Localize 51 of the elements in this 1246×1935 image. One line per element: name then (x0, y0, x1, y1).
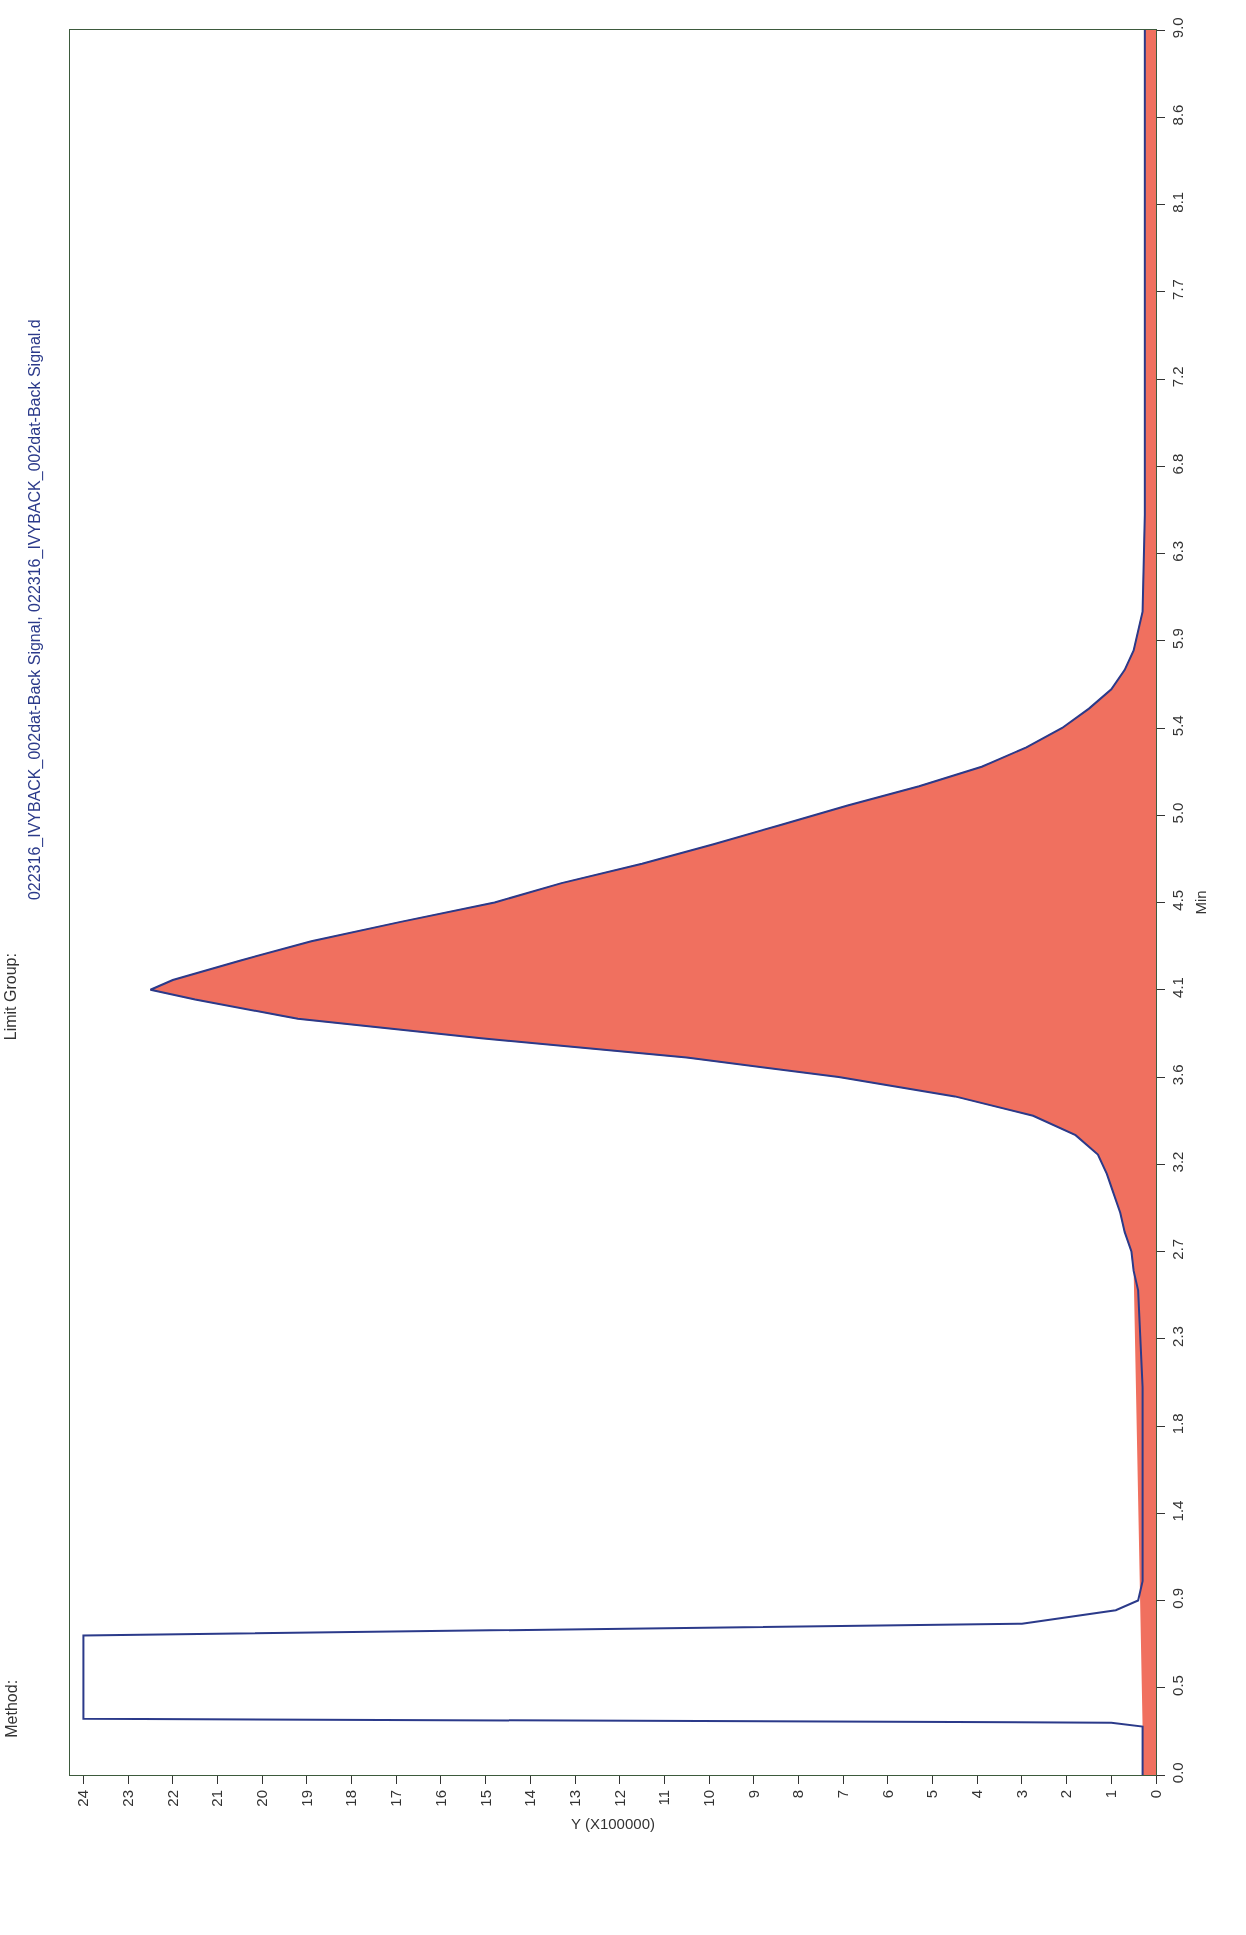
y-tick-label: 8.1 (1169, 191, 1186, 213)
x-tick-label: 12 (610, 1790, 628, 1807)
text: 022316_IVYBACK_002dat-Back Signal, 022316_IVYBACK_002dat-Back Signal.d (26, 319, 45, 901)
x-tick-label: 11 (655, 1790, 673, 1806)
x-tick-label: 6 (878, 1790, 896, 1799)
y-tick-label: 3.6 (1169, 1064, 1186, 1086)
x-tick-label: 5 (923, 1790, 941, 1799)
x-tick-label: 0 (1146, 1790, 1164, 1799)
y-tick-label: 8.6 (1169, 104, 1186, 126)
y-tick-label: 7.7 (1169, 279, 1186, 300)
y-tick-label: 4.5 (1169, 889, 1186, 911)
y-tick-label: 6.8 (1169, 453, 1186, 475)
x-tick-label: 18 (342, 1790, 360, 1807)
y-tick-label: 0.0 (1169, 1762, 1186, 1784)
x-tick-label: 14 (521, 1790, 539, 1807)
x-tick-label: 4 (968, 1790, 986, 1799)
y-tick-label: 6.3 (1169, 540, 1186, 562)
y-tick-label: 0.9 (1169, 1587, 1186, 1609)
x-tick-label: 2 (1057, 1790, 1075, 1799)
x-tick-label: 24 (74, 1790, 92, 1807)
x-tick-label: 21 (208, 1790, 226, 1807)
y-tick-label: 1.4 (1169, 1500, 1186, 1522)
y-tick-label: 0.5 (1169, 1675, 1186, 1696)
y-axis-title: Min (1192, 890, 1209, 915)
y-tick-label: 2.3 (1169, 1326, 1186, 1347)
y-tick-label: 5.0 (1169, 802, 1186, 824)
x-tick-label: 16 (431, 1790, 449, 1807)
x-axis-title: Y (X100000) (571, 1814, 655, 1832)
text: Method: (2, 1679, 20, 1738)
x-tick-label: 1 (1102, 1790, 1120, 1799)
y-tick-label: 2.7 (1169, 1238, 1186, 1260)
y-tick-label: 7.2 (1169, 366, 1186, 388)
y-tick-label: 1.8 (1169, 1413, 1186, 1435)
x-tick-label: 8 (789, 1790, 807, 1799)
x-tick-label: 20 (253, 1790, 271, 1807)
x-tick-label: 22 (163, 1790, 181, 1807)
y-tick-label: 9.0 (1169, 17, 1186, 39)
text: Limit Group: (2, 953, 20, 1041)
x-tick-label: 7 (834, 1790, 852, 1799)
y-tick-label: 5.4 (1169, 715, 1186, 737)
x-tick-label: 13 (565, 1790, 583, 1807)
y-tick-label: 5.9 (1169, 628, 1186, 649)
x-tick-label: 15 (476, 1790, 494, 1807)
x-tick-label: 23 (118, 1790, 136, 1807)
x-tick-label: 17 (387, 1790, 405, 1807)
x-tick-label: 10 (699, 1790, 717, 1807)
y-tick-label: 3.2 (1169, 1151, 1186, 1173)
y-tick-label: 4.1 (1169, 977, 1186, 998)
x-tick-label: 19 (297, 1790, 315, 1807)
x-tick-label: 9 (744, 1790, 762, 1799)
x-tick-label: 3 (1012, 1790, 1030, 1799)
